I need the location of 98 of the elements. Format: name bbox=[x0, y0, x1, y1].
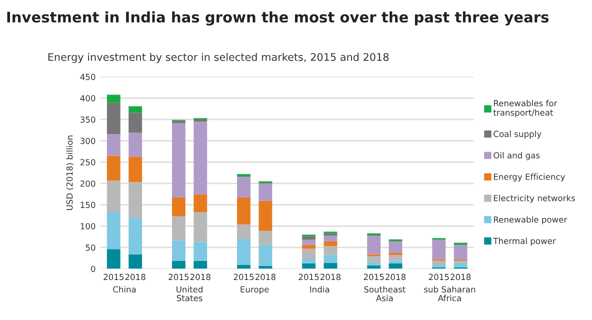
x-tick-label: 2018 bbox=[255, 274, 276, 280]
bar bbox=[324, 254, 338, 263]
bar bbox=[106, 102, 120, 134]
bar bbox=[172, 216, 186, 241]
bar bbox=[302, 263, 316, 269]
bar bbox=[194, 260, 208, 269]
x-tick-label: 2015 bbox=[428, 274, 449, 280]
x-tick-label: 2015 bbox=[168, 274, 189, 280]
bar bbox=[367, 256, 381, 262]
bar bbox=[106, 94, 120, 103]
bar bbox=[324, 236, 338, 242]
chart-subtitle: Energy investment by sector in selected markets, 2015 and 2018 bbox=[48, 52, 389, 63]
legend-label: Energy Efficiency bbox=[494, 173, 566, 182]
bar bbox=[302, 236, 316, 240]
x-tick-label: 2018 bbox=[386, 274, 406, 280]
bar bbox=[237, 224, 250, 239]
bar bbox=[128, 112, 142, 133]
bar bbox=[454, 244, 468, 260]
y-tick-label: 300 bbox=[80, 138, 96, 144]
text: India bbox=[310, 286, 330, 293]
bar bbox=[172, 198, 186, 216]
bar bbox=[324, 241, 338, 246]
bar bbox=[258, 230, 272, 245]
x-tick-label: 2018 bbox=[320, 274, 341, 280]
legend-label: Renewable power bbox=[494, 216, 568, 224]
bar bbox=[106, 212, 120, 250]
bar bbox=[237, 174, 250, 177]
text: Europe bbox=[240, 286, 269, 294]
y-tick-label: 350 bbox=[80, 116, 96, 123]
text: sub Saharan Africa bbox=[424, 286, 476, 302]
text: Southeast Asia bbox=[364, 286, 406, 302]
legend-label: Oil and gas bbox=[494, 152, 540, 160]
x-tick-label: 2015 bbox=[298, 274, 319, 280]
bar bbox=[388, 255, 402, 261]
bar bbox=[454, 262, 468, 268]
y-tick-label: 400 bbox=[80, 95, 96, 102]
bar bbox=[367, 233, 381, 236]
bar bbox=[258, 183, 272, 201]
bar bbox=[367, 236, 381, 254]
bar bbox=[128, 182, 142, 218]
bar bbox=[324, 246, 338, 255]
bar bbox=[194, 122, 208, 195]
bar bbox=[194, 212, 208, 242]
y-tick-label: 50 bbox=[86, 244, 96, 251]
bar bbox=[432, 264, 446, 268]
bar bbox=[194, 119, 208, 122]
bar bbox=[258, 200, 272, 231]
bar bbox=[388, 241, 402, 254]
bar bbox=[172, 240, 186, 261]
legend-label: Electricity networks bbox=[494, 194, 575, 203]
bar bbox=[106, 180, 120, 212]
bar bbox=[128, 156, 142, 182]
chart-title: Investment in India has grown the most over the past three years bbox=[7, 11, 549, 26]
bar bbox=[237, 238, 250, 265]
x-tick-label: 2015 bbox=[364, 274, 384, 280]
bar bbox=[432, 240, 446, 260]
legend-label: Coal supply bbox=[494, 130, 542, 139]
bar bbox=[432, 260, 446, 265]
bar bbox=[258, 244, 272, 266]
bar bbox=[172, 120, 186, 124]
y-tick-label: 200 bbox=[80, 180, 96, 187]
x-tick-label: 2018 bbox=[125, 274, 146, 280]
legend-label: Renewables for transport/heat bbox=[493, 100, 558, 118]
bar bbox=[367, 262, 381, 266]
text: United States bbox=[176, 286, 202, 302]
bar bbox=[128, 132, 142, 157]
x-tick-label: 2018 bbox=[450, 274, 471, 280]
bar bbox=[302, 258, 316, 264]
x-tick-label: 2015 bbox=[234, 274, 254, 280]
bar bbox=[237, 177, 250, 198]
bar bbox=[106, 156, 120, 180]
bar bbox=[106, 134, 120, 156]
y-tick-label: 450 bbox=[80, 74, 96, 80]
x-tick-label: 2018 bbox=[190, 274, 210, 280]
x-tick-label: 2015 bbox=[104, 274, 124, 280]
bar bbox=[302, 248, 316, 259]
bar bbox=[237, 198, 250, 224]
bar bbox=[172, 260, 186, 269]
bar bbox=[172, 123, 186, 198]
bar bbox=[194, 194, 208, 212]
bar bbox=[128, 218, 142, 254]
bar bbox=[106, 249, 120, 269]
bar bbox=[388, 260, 402, 264]
y-tick-label: 250 bbox=[80, 159, 96, 166]
text: China bbox=[113, 286, 136, 293]
bar bbox=[237, 264, 250, 269]
bar bbox=[302, 240, 316, 245]
legend-label: Thermal power bbox=[493, 238, 556, 246]
bar bbox=[302, 244, 316, 249]
bar bbox=[324, 233, 338, 236]
bar bbox=[194, 242, 208, 261]
bar bbox=[128, 106, 142, 113]
y-tick-label: 150 bbox=[80, 202, 96, 208]
y-axis-title: USD (2018) billion bbox=[66, 136, 74, 210]
bar bbox=[388, 263, 402, 269]
y-tick-label: 0 bbox=[91, 266, 96, 272]
bar bbox=[128, 254, 142, 269]
y-tick-label: 100 bbox=[80, 223, 96, 230]
